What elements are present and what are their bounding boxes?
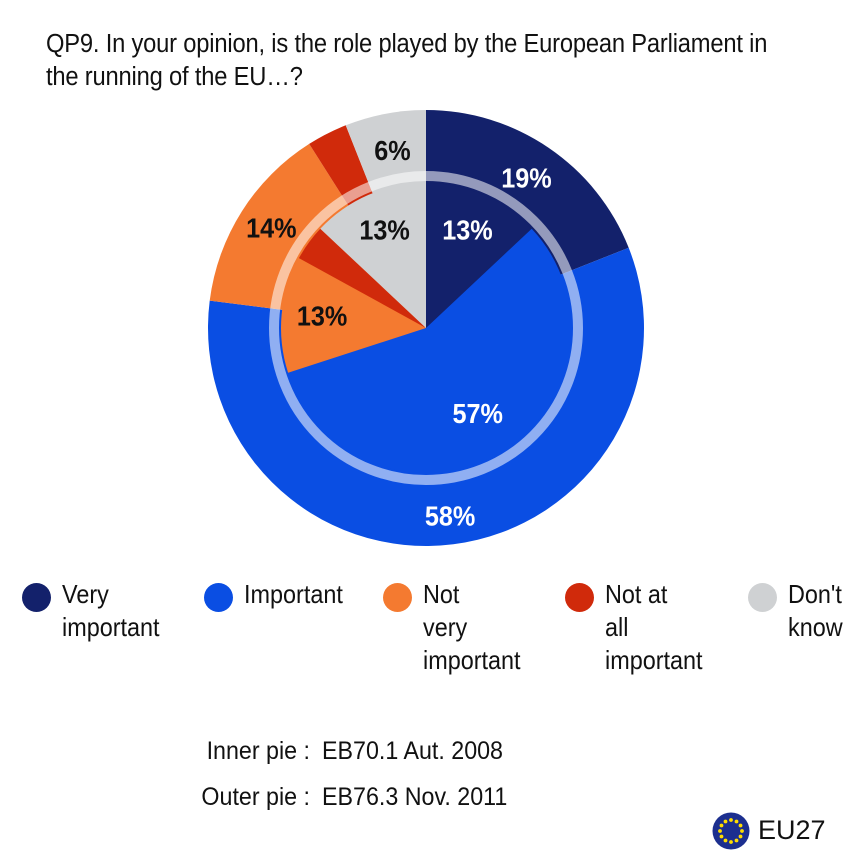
inner-pie-slice-very-important [426, 183, 532, 328]
title-line-1: QP9. In your opinion, is the role played… [46, 30, 768, 58]
legend-swatch-important [204, 583, 233, 612]
eu-flag-star [723, 838, 728, 843]
eu-flag-star [719, 823, 724, 828]
eu-flag-star [719, 834, 724, 839]
chart-title: QP9. In your opinion, is the role played… [46, 28, 781, 94]
inner-pie-label-important: 57% [452, 398, 502, 430]
legend-label-important: Important [244, 579, 343, 609]
inner-pie-label-dont-know: 13% [359, 214, 409, 246]
legend-label-not-very-important: Not very important [423, 579, 521, 675]
eu-flag-star [729, 840, 733, 844]
legend-label-dont-know: Don't know [788, 579, 843, 642]
eu-flag-star [718, 829, 722, 833]
outer-pie-label-important: 58% [425, 500, 475, 532]
outer-pie-label-dont-know: 6% [374, 135, 410, 167]
eu-flag-star [734, 819, 739, 824]
eu-flag-star [738, 823, 743, 828]
inner-pie-slice-not-very-important [281, 258, 426, 373]
inner-pie-label: Inner pie : [206, 737, 310, 765]
legend-swatch-not-very-important [383, 583, 412, 612]
outer-pie-label: Outer pie : [201, 783, 310, 811]
eu-flag-star [723, 819, 728, 824]
inner-pie-label-very-important: 13% [442, 214, 492, 246]
eu-flag-star [738, 834, 743, 839]
eu-flag-icon [712, 812, 750, 850]
inner-pie-slice-not-at-all-important [298, 228, 426, 328]
legend-swatch-not-at-all-important [565, 583, 594, 612]
outer-pie-label-very-important: 19% [501, 162, 551, 194]
inner-pie-slice-dont-know [320, 183, 426, 328]
outer-pie-label-not-very-important: 14% [246, 212, 296, 244]
legend-label-not-at-all-important: Not at all important [605, 579, 703, 675]
eu-flag-star [740, 829, 744, 833]
legend-swatch-very-important [22, 583, 51, 612]
inner-pie-slice-important [288, 228, 571, 474]
eu-flag-star [729, 818, 733, 822]
inner-pie-value: EB70.1 Aut. 2008 [322, 737, 503, 765]
outer-pie-value: EB76.3 Nov. 2011 [322, 783, 508, 811]
pie-chart: 19% 58% 14% 6% 13% 57% 13% 13% [207, 110, 644, 546]
legend: Very important Important Not very import… [0, 578, 868, 688]
pie-ring-separator [269, 171, 583, 485]
eu-flag-star [734, 838, 739, 843]
title-line-2: the running of the EU…? [46, 63, 303, 91]
eu27-label: EU27 [758, 815, 826, 845]
legend-swatch-dont-know [748, 583, 777, 612]
legend-label-very-important: Very important [62, 579, 160, 642]
inner-pie-label-not-very-important: 13% [297, 300, 347, 332]
